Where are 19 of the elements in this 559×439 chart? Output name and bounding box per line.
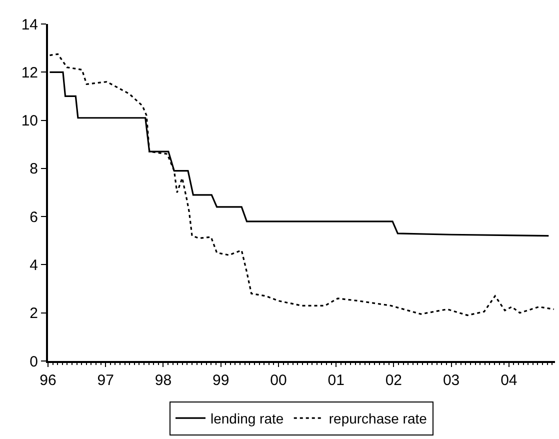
y-tick-label: 6 xyxy=(30,208,38,226)
legend-label: lending rate xyxy=(210,410,284,426)
x-tick-label: 03 xyxy=(442,372,460,389)
x-tick-label: 98 xyxy=(154,372,172,389)
x-tick-label: 04 xyxy=(500,372,518,389)
x-tick-label: 99 xyxy=(212,372,230,389)
y-tick-label: 2 xyxy=(30,305,38,322)
x-tick-label: 02 xyxy=(385,372,402,389)
x-tick-label: 97 xyxy=(97,372,114,389)
legend-label: repurchase rate xyxy=(328,410,428,426)
y-tick-label: 0 xyxy=(30,353,38,370)
y-tick-label: 4 xyxy=(30,256,38,274)
y-tick-label: 14 xyxy=(21,16,38,34)
x-tick-label: 01 xyxy=(328,372,344,389)
y-tick-label: 12 xyxy=(21,64,38,82)
y-tick-label: 10 xyxy=(21,112,38,130)
y-tick-label: 8 xyxy=(30,160,38,178)
x-tick-label: 96 xyxy=(40,372,56,389)
x-tick-label: 00 xyxy=(270,372,287,389)
